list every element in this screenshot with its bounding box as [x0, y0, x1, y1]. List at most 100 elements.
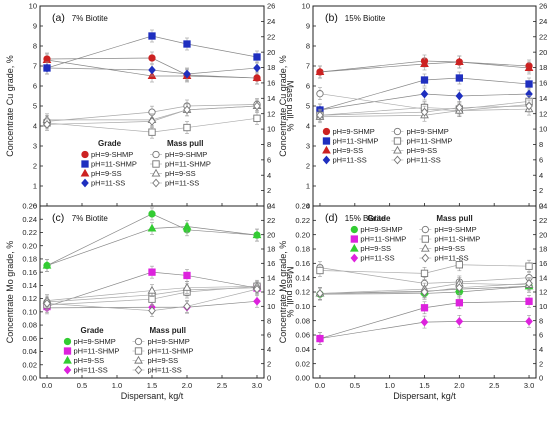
data-point	[148, 32, 156, 40]
data-point	[420, 59, 429, 68]
y-tick-label: 0.02	[22, 360, 37, 369]
data-point	[420, 107, 429, 117]
data-point	[42, 260, 52, 269]
data-point	[182, 282, 192, 291]
series-line	[319, 285, 530, 294]
series-line	[46, 300, 258, 309]
legend-marker	[322, 137, 331, 145]
legend-marker	[81, 160, 89, 168]
legend-marker	[134, 365, 143, 375]
legend-marker	[134, 337, 143, 346]
y2-tick-label: 4	[539, 345, 543, 354]
series-line	[319, 60, 530, 73]
series-line	[46, 105, 258, 125]
y-tick-label: 0.16	[22, 268, 37, 277]
y-tick-label: 0.14	[295, 273, 310, 282]
y2-tick-label: 16	[267, 79, 275, 88]
data-point	[525, 80, 533, 88]
series-mass-pH=11-SS	[43, 99, 261, 131]
data-point	[183, 271, 191, 280]
y2-tick-label: 4	[267, 171, 271, 180]
legend-label: pH=9-SHMP	[91, 150, 133, 159]
series-mass-pH=11-SHMP	[316, 258, 533, 280]
x-tick-label: 2.5	[217, 381, 227, 390]
data-point	[183, 123, 191, 132]
x-axis-label: Dispersant, kg/t	[393, 391, 456, 401]
y2-axis-label: Mass pull, %	[285, 80, 295, 131]
legend-grade-title: Grade	[98, 139, 122, 148]
data-point	[316, 90, 324, 98]
y2-tick-label: 10	[267, 125, 275, 134]
legend-marker	[134, 347, 143, 355]
data-point	[253, 296, 261, 306]
series-mass-pH=11-SS	[43, 282, 261, 317]
data-point	[525, 297, 533, 305]
series-line	[319, 283, 530, 294]
series-line	[46, 57, 258, 79]
legend-marker	[81, 178, 89, 188]
legend: Grade Mass pullpH=9-SHMPpH=11-SHMPpH=9-SS…	[63, 326, 194, 375]
legend-marker	[420, 243, 430, 252]
legend-label: pH=11-SHMP	[91, 160, 137, 169]
data-point	[420, 269, 429, 278]
legend-label: pH=11-SS	[165, 179, 199, 188]
y-axis-label: Concentrate Cu grade, %	[278, 55, 288, 157]
y2-tick-label: 24	[539, 202, 547, 211]
data-point	[252, 73, 262, 82]
y-tick-label: 1	[33, 182, 37, 191]
legend-label: pH=11-SS	[406, 156, 440, 165]
y2-tick-label: 10	[539, 125, 547, 134]
series-line	[319, 105, 530, 116]
legend-label: pH=9-SS	[74, 356, 105, 365]
series-line	[319, 264, 530, 274]
y-tick-label: 0.12	[295, 288, 310, 297]
series-mass-pH=11-SS	[316, 277, 533, 300]
legend-marker	[81, 150, 89, 159]
series-line	[46, 117, 258, 133]
y2-tick-label: 2	[267, 359, 271, 368]
legend-marker	[152, 178, 160, 188]
data-point	[148, 210, 156, 218]
series-line	[46, 35, 258, 69]
x-axis-label: Dispersant, kg/t	[121, 391, 184, 401]
data-point	[43, 299, 51, 308]
legend-label: pH=11-SS	[332, 156, 366, 165]
data-point	[148, 116, 156, 126]
panel-c: 0.000.020.040.060.080.100.120.140.160.18…	[5, 202, 295, 401]
y-tick-label: 0.04	[22, 347, 37, 356]
y-tick-label: 1	[306, 182, 310, 191]
y-tick-label: 0.20	[295, 230, 310, 239]
series-line	[319, 61, 530, 73]
y2-tick-label: 2	[267, 186, 271, 195]
x-tick-label: 1.5	[147, 381, 157, 390]
y-tick-label: 4	[306, 122, 310, 131]
legend-marker	[393, 145, 402, 154]
legend-label: pH=11-SHMP	[74, 347, 120, 356]
y-tick-label: 0.00	[22, 374, 37, 383]
y-tick-label: 3	[33, 142, 37, 151]
legend-marker	[350, 235, 358, 243]
series-line	[319, 101, 530, 116]
series-line	[46, 288, 258, 311]
data-point	[524, 63, 534, 72]
y-tick-label: 0.22	[295, 216, 310, 225]
panel-subtitle: 7% Biotite	[72, 14, 109, 23]
y2-tick-label: 24	[267, 17, 275, 26]
y2-tick-label: 8	[267, 316, 271, 325]
legend-marker	[151, 168, 161, 177]
series-line	[319, 300, 530, 339]
y-tick-label: 0.18	[22, 255, 37, 264]
legend-label: pH=11-SHMP	[148, 347, 194, 356]
series-line	[46, 287, 258, 303]
y2-tick-label: 6	[539, 155, 543, 164]
legend-marker	[134, 355, 143, 364]
y2-tick-label: 2	[539, 186, 543, 195]
y-tick-label: 0.22	[22, 228, 37, 237]
series-line	[46, 285, 258, 301]
y2-tick-label: 18	[267, 245, 275, 254]
y2-tick-label: 24	[267, 202, 275, 211]
y2-tick-label: 12	[539, 109, 547, 118]
data-point	[252, 230, 262, 239]
